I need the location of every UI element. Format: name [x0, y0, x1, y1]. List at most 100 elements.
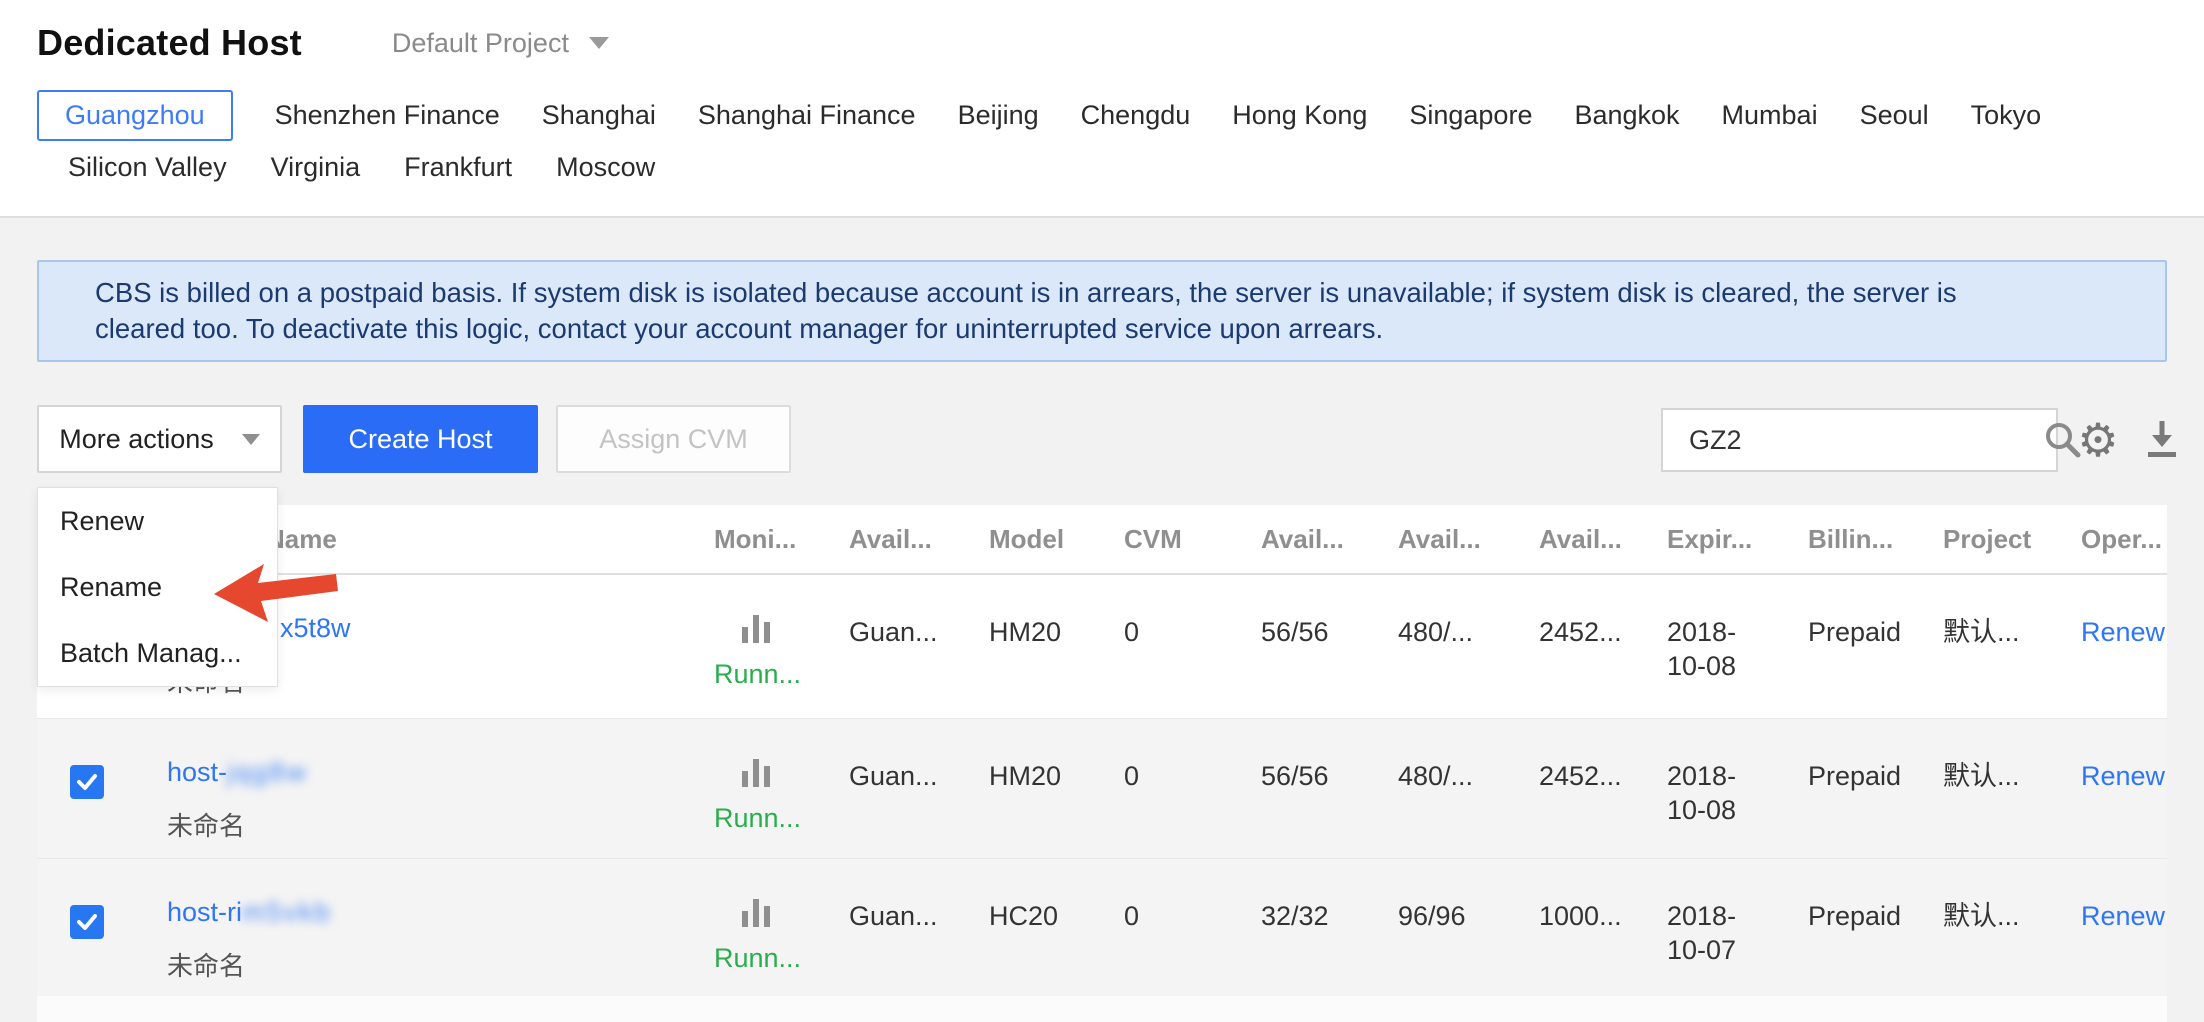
region-tab-beijing[interactable]: Beijing [958, 100, 1039, 131]
region-tab-hong-kong[interactable]: Hong Kong [1232, 100, 1367, 131]
dropdown-item-renew[interactable]: Renew [38, 488, 277, 554]
status-running: Runn... [714, 801, 849, 835]
header-avail-1[interactable]: Avail... [1261, 524, 1398, 555]
status-running: Runn... [714, 657, 849, 691]
region-tab-moscow[interactable]: Moscow [556, 152, 655, 183]
region-tab-shanghai-finance[interactable]: Shanghai Finance [698, 100, 916, 131]
header-cvm[interactable]: CVM [1124, 524, 1261, 555]
row-checkbox-cell [37, 719, 130, 858]
header-expiration[interactable]: Expir... [1667, 524, 1808, 555]
avail-mem-cell: 96/96 [1398, 859, 1539, 997]
header-project[interactable]: Project [1943, 524, 2081, 555]
expiration-cell: 2018- 10-08 [1667, 575, 1808, 718]
search-input[interactable] [1663, 410, 2043, 470]
cvm-count-cell: 0 [1124, 575, 1261, 718]
more-actions-label: More actions [59, 424, 214, 455]
next-row-sliver [37, 996, 2167, 1022]
host-id-prefix: host-ri [167, 897, 242, 927]
host-subname: 未命名 [167, 949, 714, 983]
host-id-redacted: jqg8w [227, 757, 308, 787]
download-icon[interactable] [2136, 414, 2188, 466]
host-id-prefix: host- [167, 757, 227, 787]
header-availability-zone[interactable]: Avail... [849, 524, 989, 555]
region-tab-silicon-valley[interactable]: Silicon Valley [68, 152, 227, 183]
monitor-cell: Runn... [714, 575, 849, 718]
header-model[interactable]: Model [989, 524, 1124, 555]
table-row: host-rim5vkb 未命名 Runn... Guan... HC20 0 … [37, 858, 2167, 998]
monitor-cell: Runn... [714, 859, 849, 997]
region-tab-frankfurt[interactable]: Frankfurt [404, 152, 512, 183]
more-actions-button[interactable]: More actions [37, 405, 282, 473]
region-tab-shanghai[interactable]: Shanghai [542, 100, 656, 131]
header-avail-2[interactable]: Avail... [1398, 524, 1539, 555]
header-operation[interactable]: Oper... [2081, 524, 2167, 555]
billing-cell: Prepaid [1808, 719, 1943, 858]
expiration-cell: 2018- 10-08 [1667, 719, 1808, 858]
host-id-link[interactable]: host-jqg8w [167, 757, 308, 787]
header-avail-3[interactable]: Avail... [1539, 524, 1667, 555]
region-tab-chengdu[interactable]: Chengdu [1081, 100, 1191, 131]
create-host-button[interactable]: Create Host [303, 405, 538, 473]
host-table: Name Moni... Avail... Model CVM Avail...… [37, 505, 2167, 998]
host-id-link[interactable]: host-rim5vkb [167, 897, 332, 927]
region-tab-singapore[interactable]: Singapore [1409, 100, 1532, 131]
region-tab-mumbai[interactable]: Mumbai [1722, 100, 1818, 131]
avail-disk-cell: 2452... [1539, 719, 1667, 858]
zone-cell: Guan... [849, 859, 989, 997]
table-header-row: Name Moni... Avail... Model CVM Avail...… [37, 505, 2167, 575]
avail-mem-cell: 480/... [1398, 575, 1539, 718]
row-checkbox-checked[interactable] [70, 765, 104, 799]
host-name-cell: host-rim5vkb 未命名 [130, 859, 714, 997]
expire-line1: 2018- [1667, 615, 1808, 649]
monitor-cell: Runn... [714, 719, 849, 858]
model-cell: HM20 [989, 575, 1124, 718]
host-id-redacted: m5vkb [242, 897, 332, 927]
project-cell: 默认... [1943, 859, 2081, 997]
project-selector-label: Default Project [392, 28, 569, 59]
avail-disk-cell: 2452... [1539, 575, 1667, 718]
expire-line2: 10-07 [1667, 933, 1808, 967]
region-tab-seoul[interactable]: Seoul [1860, 100, 1929, 131]
dedicated-host-page: Dedicated Host Default Project Guangzhou… [0, 0, 2204, 1022]
gear-icon[interactable]: ⚙ [2072, 414, 2124, 466]
billing-cell: Prepaid [1808, 575, 1943, 718]
monitor-icon[interactable] [742, 899, 849, 927]
table-row: host-jqg8w 未命名 Runn... Guan... HM20 0 56… [37, 718, 2167, 858]
assign-cvm-label: Assign CVM [599, 424, 748, 455]
expire-line2: 10-08 [1667, 649, 1808, 683]
row-checkbox-checked[interactable] [70, 905, 104, 939]
renew-link[interactable]: Renew [2081, 617, 2165, 647]
expiration-cell: 2018- 10-07 [1667, 859, 1808, 997]
host-name-cell: host-jqg8w 未命名 [130, 719, 714, 858]
page-header: Dedicated Host Default Project Guangzhou… [0, 0, 2204, 218]
region-tab-bangkok[interactable]: Bangkok [1574, 100, 1679, 131]
expire-line1: 2018- [1667, 899, 1808, 933]
header-monitor[interactable]: Moni... [714, 524, 849, 555]
table-row: x5t8w 未命名 Runn... Guan... HM20 0 56/56 4… [37, 575, 2167, 718]
avail-cvm-cell: 56/56 [1261, 719, 1398, 858]
cbs-info-banner-text: CBS is billed on a postpaid basis. If sy… [39, 275, 2089, 347]
region-tabs-row2: Silicon Valley Virginia Frankfurt Moscow [68, 152, 655, 183]
header-billing[interactable]: Billin... [1808, 524, 1943, 555]
project-selector[interactable]: Default Project [392, 28, 609, 59]
region-tab-tokyo[interactable]: Tokyo [1971, 100, 2042, 131]
region-tab-guangzhou[interactable]: Guangzhou [37, 90, 233, 141]
billing-cell: Prepaid [1808, 859, 1943, 997]
row-checkbox-cell [37, 859, 130, 997]
monitor-icon[interactable] [742, 615, 849, 643]
region-tab-shenzhen-finance[interactable]: Shenzhen Finance [275, 100, 500, 131]
model-cell: HC20 [989, 859, 1124, 997]
create-host-label: Create Host [348, 424, 492, 455]
renew-link[interactable]: Renew [2081, 901, 2165, 931]
expire-line2: 10-08 [1667, 793, 1808, 827]
monitor-icon[interactable] [742, 759, 849, 787]
zone-cell: Guan... [849, 719, 989, 858]
cvm-count-cell: 0 [1124, 859, 1261, 997]
region-tab-virginia[interactable]: Virginia [271, 152, 361, 183]
page-title: Dedicated Host [37, 22, 302, 64]
zone-cell: Guan... [849, 575, 989, 718]
avail-cvm-cell: 56/56 [1261, 575, 1398, 718]
renew-link[interactable]: Renew [2081, 761, 2165, 791]
dropdown-item-batch-manage[interactable]: Batch Manag... [38, 620, 277, 686]
model-cell: HM20 [989, 719, 1124, 858]
